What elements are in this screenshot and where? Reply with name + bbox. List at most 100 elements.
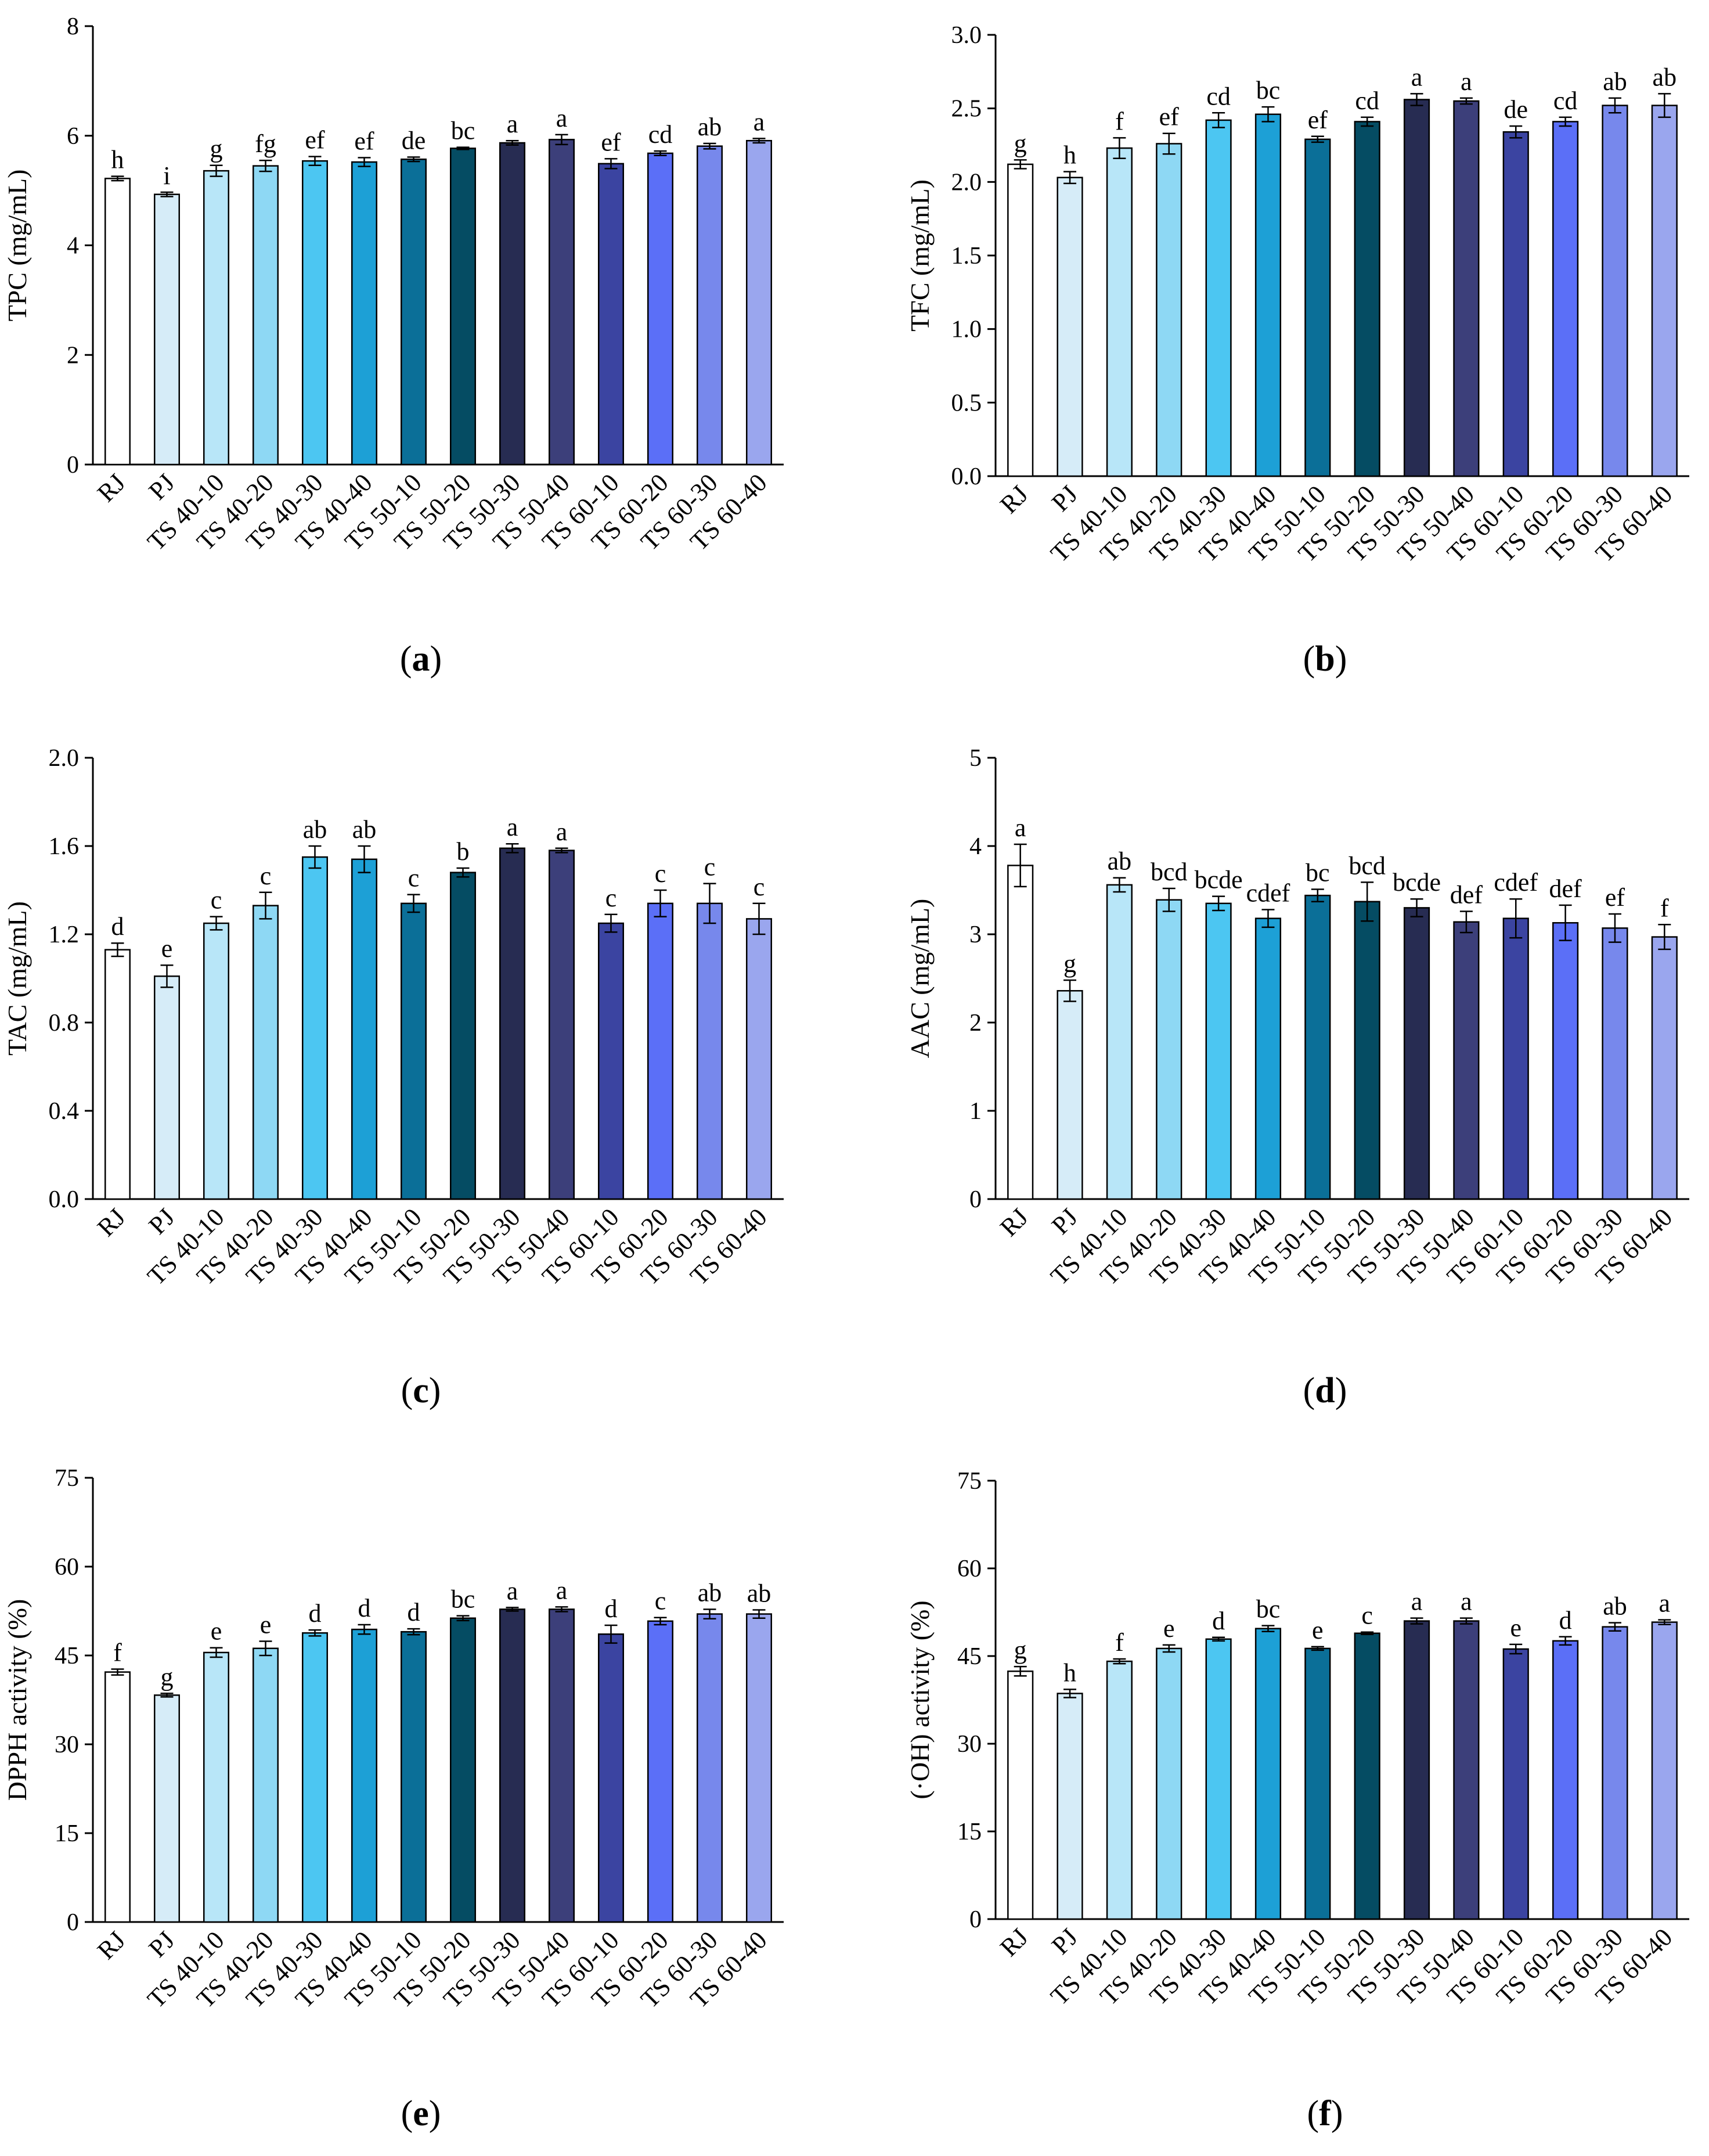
significance-letter: a (1461, 67, 1472, 96)
y-tick-label: 0 (969, 1186, 982, 1213)
y-tick-label: 2.0 (951, 169, 982, 196)
significance-letter: c (211, 886, 222, 915)
y-tick-label: 4 (969, 833, 982, 860)
y-axis-title: TPC (mg/mL) (2, 170, 32, 322)
significance-letter: g (1063, 949, 1076, 978)
significance-letter: g (210, 135, 223, 163)
bar (647, 1620, 673, 1923)
bar (1651, 936, 1678, 1200)
significance-letter: i (163, 161, 170, 190)
bar (1156, 1647, 1182, 1920)
y-tick-label: 2 (969, 1010, 982, 1036)
significance-letter: bcde (1195, 866, 1243, 894)
y-tick-label: 30 (957, 1731, 982, 1758)
significance-letter: b (457, 837, 470, 866)
significance-letter: e (1510, 1614, 1521, 1642)
bar (697, 1613, 723, 1923)
significance-letter: c (1361, 1601, 1373, 1630)
bar (1602, 1626, 1628, 1920)
y-tick-label: 1.2 (49, 922, 80, 948)
bar (647, 152, 673, 466)
bar (1106, 884, 1133, 1200)
bar (1552, 121, 1579, 477)
y-axis-title: TAC (mg/mL) (2, 901, 32, 1056)
bar (1106, 147, 1133, 477)
panel-caption: (d) (1303, 1371, 1347, 1410)
bar (697, 145, 723, 466)
significance-letter: cdef (1494, 868, 1538, 897)
bar (1205, 119, 1232, 477)
bar (253, 905, 279, 1200)
bar (1057, 990, 1083, 1200)
bar (401, 159, 427, 466)
significance-letter: f (113, 1638, 122, 1667)
bar (1354, 121, 1380, 477)
y-axis-title: (·OH) activity (%) (905, 1600, 935, 1799)
y-tick-label: 2 (67, 342, 79, 369)
bar (154, 975, 180, 1200)
significance-letter: a (507, 1576, 518, 1605)
significance-letter: ab (1108, 847, 1132, 876)
y-tick-label: 75 (957, 1468, 982, 1495)
bar (302, 160, 328, 466)
y-tick-label: 0 (67, 1909, 79, 1936)
significance-letter: d (358, 1594, 371, 1622)
significance-letter: e (211, 1617, 222, 1646)
bar (154, 1694, 180, 1923)
caption-close-paren: ) (1335, 639, 1347, 679)
significance-letter: a (1659, 1589, 1671, 1618)
bar (1057, 1693, 1083, 1920)
significance-letter: bc (1256, 1595, 1281, 1624)
significance-letter: d (111, 912, 124, 941)
bar (1502, 917, 1529, 1200)
caption-close-paren: ) (1331, 2094, 1343, 2133)
bar (1304, 1647, 1331, 1920)
significance-letter: a (1411, 63, 1423, 91)
y-tick-label: 4 (67, 233, 79, 260)
bar (1205, 1638, 1232, 1920)
significance-letter: d (309, 1599, 322, 1628)
y-axis-title: TFC (mg/mL) (905, 179, 935, 332)
significance-letter: a (556, 104, 568, 132)
caption-close-paren: ) (429, 2094, 441, 2133)
caption-letter: d (1315, 1371, 1335, 1410)
bar (1602, 105, 1628, 477)
significance-letter: ab (747, 1579, 771, 1607)
y-tick-label: 15 (55, 1820, 79, 1847)
bar (598, 922, 624, 1200)
significance-letter: ef (1159, 103, 1180, 131)
significance-letter: cdef (1246, 879, 1290, 907)
significance-letter: ef (1308, 106, 1328, 134)
bar (647, 902, 673, 1200)
significance-letter: de (402, 127, 426, 155)
x-tick-label: RJ (994, 480, 1034, 519)
caption-open-paren: ( (400, 639, 412, 679)
y-tick-label: 0 (969, 1906, 982, 1933)
bar (302, 1632, 328, 1923)
significance-letter: d (408, 1598, 420, 1626)
panel-caption: (b) (1303, 639, 1347, 679)
significance-letter: de (1504, 95, 1528, 124)
significance-letter: g (1014, 1636, 1027, 1664)
significance-letter: e (161, 934, 173, 963)
significance-letter: e (260, 1611, 272, 1639)
significance-letter: cd (1206, 82, 1231, 110)
y-tick-label: 1.0 (951, 316, 982, 343)
bar (104, 1671, 131, 1923)
significance-letter: d (1559, 1606, 1572, 1635)
x-tick-label: PJ (1046, 1923, 1083, 1960)
y-tick-label: 0.0 (49, 1186, 80, 1213)
significance-letter: cd (1553, 87, 1578, 115)
y-tick-label: 6 (67, 123, 79, 150)
y-tick-label: 3.0 (951, 22, 982, 49)
significance-letter: ab (1603, 1592, 1627, 1621)
significance-letter: c (655, 1587, 666, 1615)
bar (549, 1608, 575, 1923)
significance-letter: h (1063, 141, 1076, 170)
bar (351, 858, 377, 1200)
bar (1205, 902, 1232, 1200)
significance-letter: ab (698, 113, 722, 141)
bar (203, 1651, 229, 1923)
significance-letter: c (655, 859, 666, 888)
